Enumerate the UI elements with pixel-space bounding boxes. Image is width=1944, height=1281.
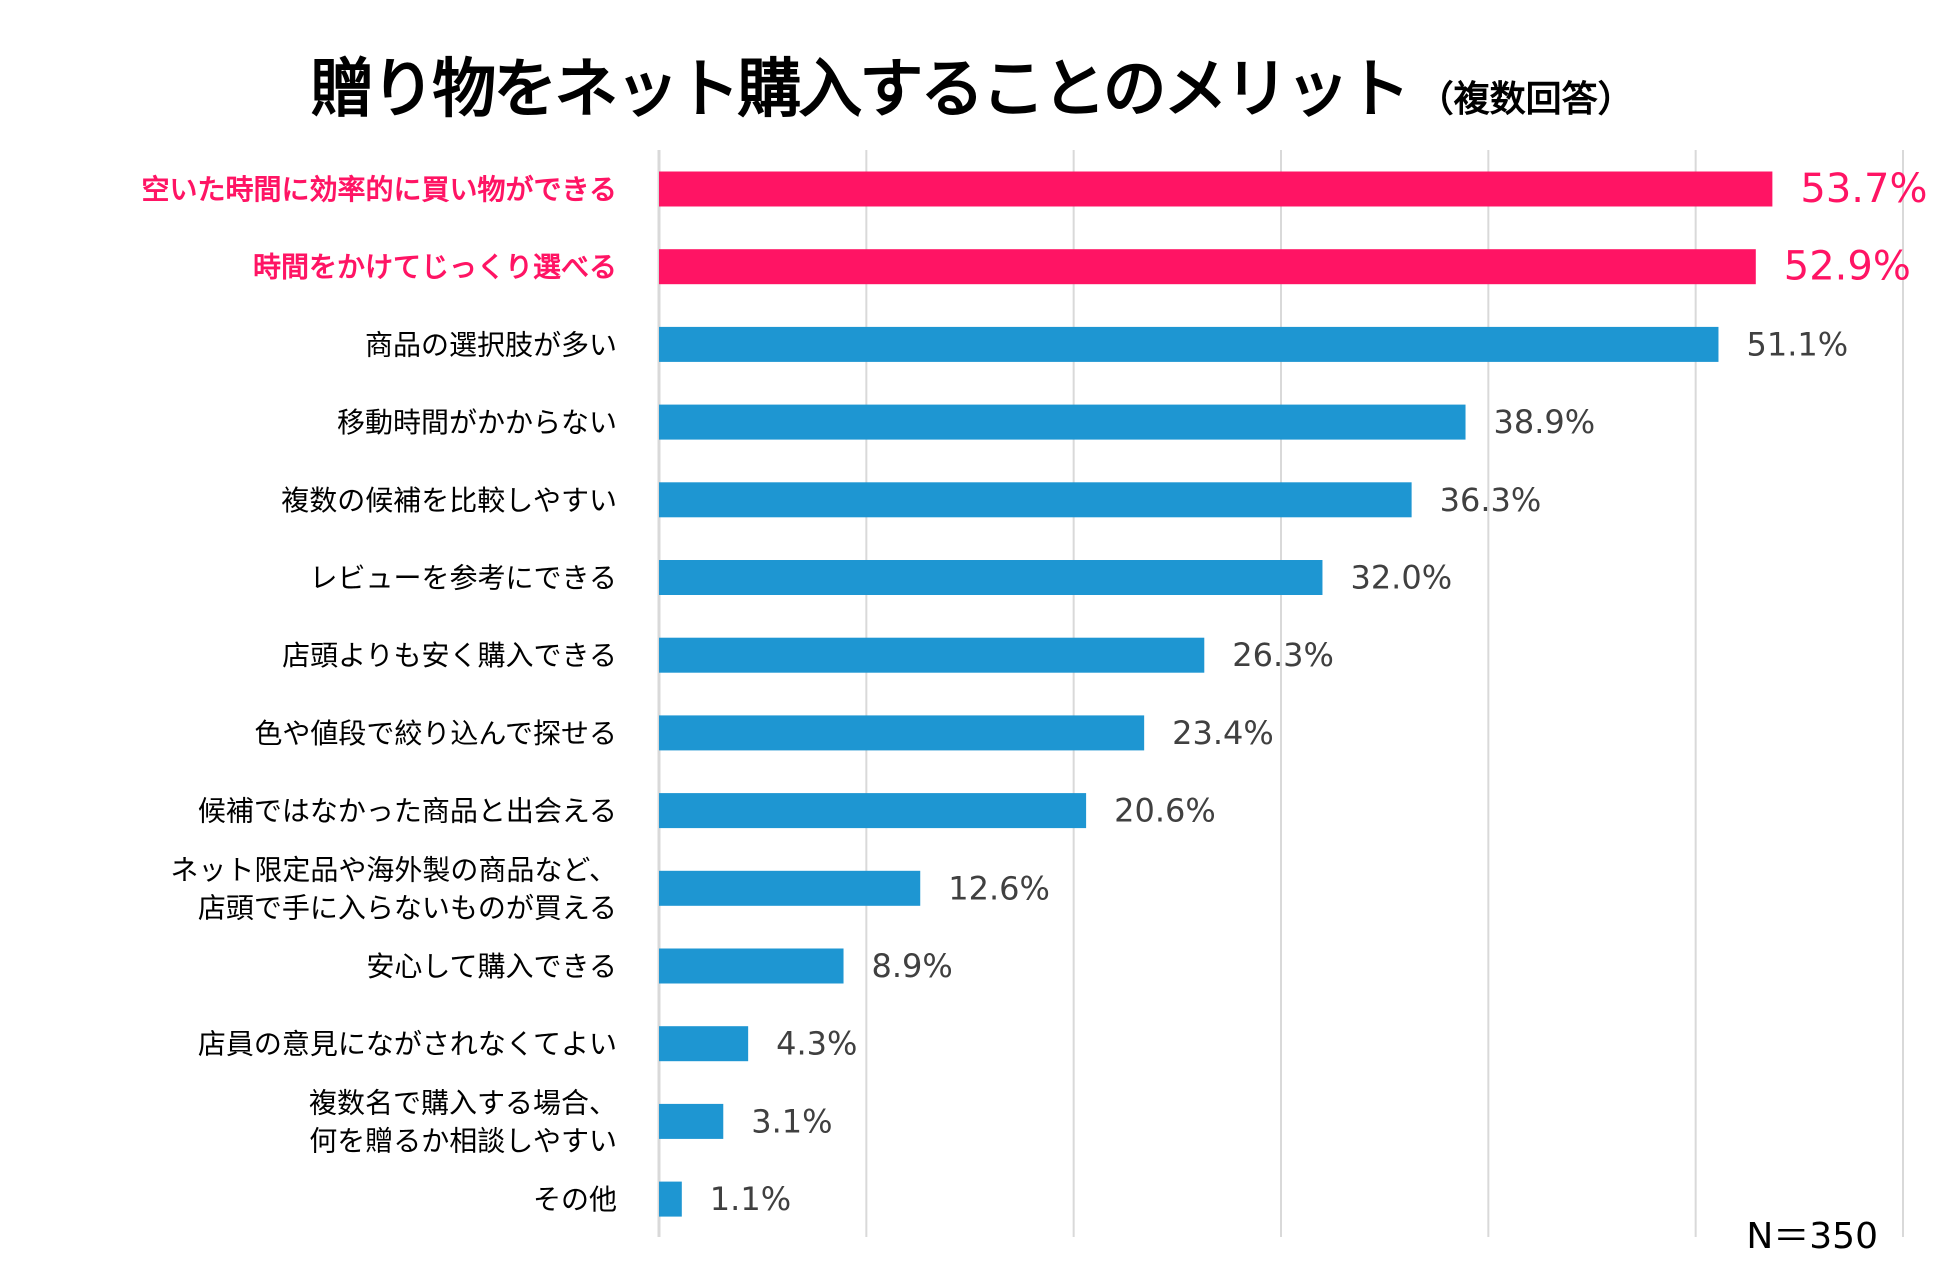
value-label: 51.1% [1746,325,1848,363]
value-label: 38.9% [1494,403,1596,441]
category-label: 空いた時間に効率的に買い物ができる [142,173,617,206]
category-label: 店頭よりも安く購入できる [282,639,617,672]
value-label: 4.3% [776,1025,857,1063]
category-label: その他 [533,1183,617,1216]
bar [659,326,1719,362]
category-label: 複数名で購入する場合、何を贈るか相談しやすい [309,1086,617,1157]
bar [659,482,1412,518]
bar [659,793,1087,829]
value-label: 23.4% [1172,714,1274,752]
category-label: ネット限定品や海外製の商品など、店頭で手に入らないものが買える [170,853,617,924]
bar [659,404,1466,440]
value-label: 12.6% [948,869,1050,907]
bar [659,1103,724,1139]
category-label-line: 店頭よりも安く購入できる [282,639,617,672]
value-label: 20.6% [1114,792,1216,830]
category-label-line: 色や値段で絞り込んで探せる [254,717,617,750]
category-label-line: 店員の意見にながされなくてよい [198,1028,617,1061]
category-label: 安心して購入できる [366,950,617,983]
value-label: 1.1% [710,1180,791,1218]
category-label-line: 店頭で手に入らないものが買える [198,891,617,924]
value-label: 53.7% [1800,166,1927,212]
category-label-line: ネット限定品や海外製の商品など、 [170,853,617,886]
value-label: 32.0% [1350,559,1452,597]
bar [659,1026,749,1062]
value-label: 8.9% [872,947,953,985]
value-label: 26.3% [1232,636,1334,674]
category-label: 候補ではなかった商品と出会える [198,795,617,828]
category-label: 時間をかけてじっくり選べる [253,251,617,284]
value-label: 36.3% [1440,481,1542,519]
bar [659,560,1323,595]
category-label: 移動時間がかからない [337,406,617,439]
value-label: 3.1% [751,1102,832,1140]
category-label-line: 時間をかけてじっくり選べる [253,251,617,284]
category-label: 色や値段で絞り込んで探せる [254,717,617,750]
category-label-line: 複数の候補を比較しやすい [281,484,617,517]
category-label: 店員の意見にながされなくてよい [198,1028,617,1061]
category-label: 複数の候補を比較しやすい [281,484,617,517]
category-label-line: レビューを参考にできる [310,562,617,595]
bar [659,715,1145,751]
bar [659,948,844,984]
value-label: 52.9% [1784,244,1911,290]
category-label-line: 複数名で購入する場合、 [309,1086,617,1119]
category-label-line: 空いた時間に効率的に買い物ができる [142,173,617,206]
bar [659,249,1756,285]
category-label-line: 何を贈るか相談しやすい [309,1124,617,1157]
category-label-line: 候補ではなかった商品と出会える [198,795,617,828]
bar [659,1181,682,1217]
bar [659,870,921,906]
bar [659,637,1205,673]
chart-subtitle: （複数回答） [1417,79,1634,120]
category-label: 商品の選択肢が多い [365,328,617,361]
category-label: レビューを参考にできる [310,562,617,595]
chart-title: 贈り物をネット購入することのメリット （複数回答） [0,38,1944,130]
category-label-line: その他 [533,1183,617,1216]
chart-title-main: 贈り物をネット購入することのメリット [310,53,1410,127]
bar [659,171,1773,207]
category-label-line: 移動時間がかからない [337,406,617,439]
category-label-line: 安心して購入できる [366,950,617,983]
category-label-line: 商品の選択肢が多い [365,328,617,361]
sample-size-note: N＝350 [1746,1216,1878,1257]
